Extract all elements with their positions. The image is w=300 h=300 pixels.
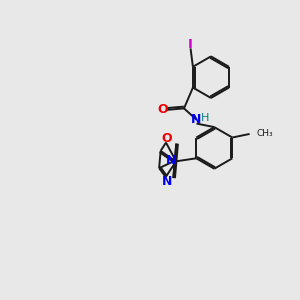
Text: N: N [161, 175, 172, 188]
Text: CH₃: CH₃ [256, 130, 273, 139]
Text: O: O [162, 132, 172, 145]
Text: O: O [157, 103, 168, 116]
Text: I: I [188, 38, 193, 51]
Text: N: N [191, 113, 202, 126]
Text: H: H [201, 113, 209, 123]
Text: N: N [166, 154, 176, 167]
